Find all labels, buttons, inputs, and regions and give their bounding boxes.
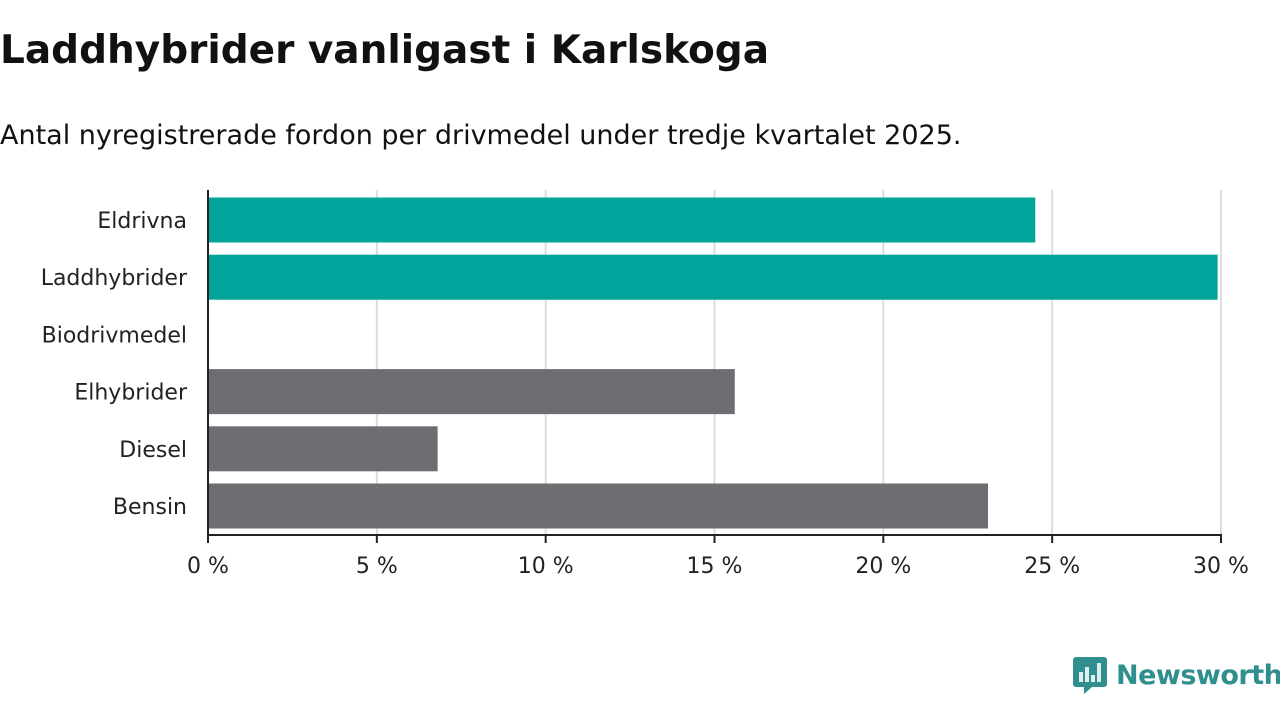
bar-laddhybrider bbox=[208, 254, 1218, 300]
bar-diesel bbox=[208, 426, 438, 472]
category-labels: Eldrivna Laddhybrider Biodrivmedel Elhybrid… bbox=[41, 209, 188, 520]
bar-bensin bbox=[208, 483, 989, 529]
chart-subtitle: Antal nyregistrerade fordon per drivmede… bbox=[0, 120, 962, 151]
category-label-bensin: Bensin bbox=[113, 495, 187, 520]
x-tick-label: 20 % bbox=[855, 554, 911, 579]
brand-name: Newsworthy bbox=[1116, 659, 1280, 691]
x-tick-label: 0 % bbox=[187, 554, 229, 579]
category-label-elhybrider: Elhybrider bbox=[74, 381, 188, 406]
x-tick-label: 10 % bbox=[518, 554, 574, 579]
category-label-biodrivmedel: Biodrivmedel bbox=[42, 323, 187, 348]
category-label-laddhybrider: Laddhybrider bbox=[41, 266, 188, 291]
category-label-eldrivna: Eldrivna bbox=[97, 209, 187, 234]
x-tick-label: 25 % bbox=[1024, 554, 1080, 579]
bar-elhybrider bbox=[208, 369, 735, 415]
x-tick-label: 30 % bbox=[1193, 554, 1249, 579]
newsworthy-logo-icon bbox=[1073, 657, 1107, 694]
bars bbox=[208, 197, 1218, 529]
bar-eldrivna bbox=[208, 197, 1036, 243]
newsworthy-logo: Newsworthy bbox=[1072, 655, 1280, 695]
x-tick-label: 15 % bbox=[687, 554, 743, 579]
category-label-diesel: Diesel bbox=[119, 438, 187, 463]
chart-title: Laddhybrider vanligast i Karlskoga bbox=[0, 28, 770, 73]
gridlines bbox=[375, 190, 1222, 535]
x-tick-label: 5 % bbox=[356, 554, 398, 579]
bar-chart: Eldrivna Laddhybrider Biodrivmedel Elhybrid… bbox=[41, 190, 1249, 579]
x-axis: 0 % 5 % 10 % 15 % 20 % 25 % 30 % bbox=[187, 190, 1249, 579]
